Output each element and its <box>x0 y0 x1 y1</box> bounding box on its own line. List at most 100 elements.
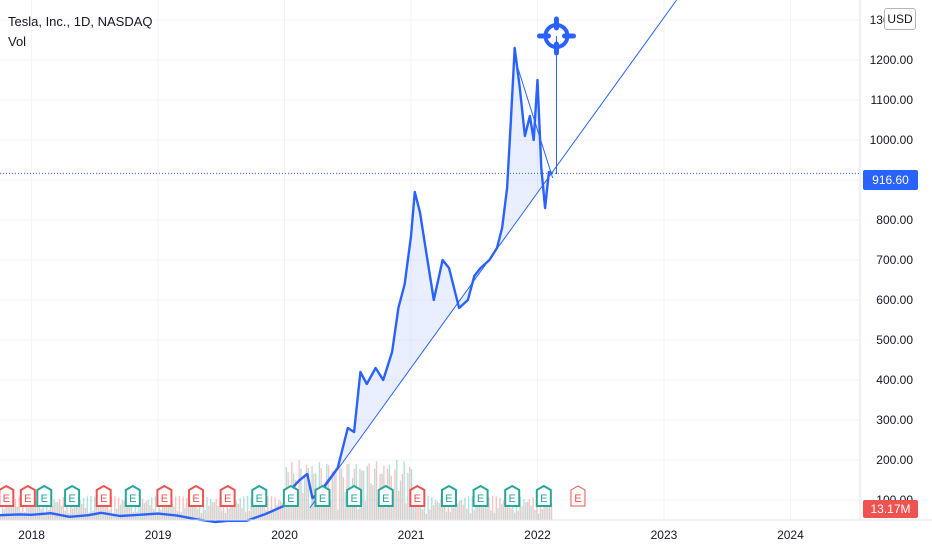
volume-bar <box>38 497 41 520</box>
volume-bar <box>397 490 400 520</box>
volume-bar <box>127 498 129 520</box>
volume-bar <box>99 502 101 520</box>
volume-bar <box>243 496 245 520</box>
volume-bar <box>331 471 334 520</box>
y-tick-label: 1200.00 <box>870 53 914 67</box>
earnings-marker[interactable]: E <box>64 484 81 507</box>
volume-bar <box>272 509 275 520</box>
volume-bar <box>491 496 494 520</box>
earnings-marker[interactable]: E <box>95 484 112 507</box>
volume-bar <box>82 497 85 520</box>
volume-bar <box>423 496 426 520</box>
volume-bar <box>399 480 402 520</box>
volume-bar <box>53 499 55 520</box>
volume-bar <box>403 461 405 520</box>
volume-bar <box>259 499 262 520</box>
y-tick-label: 1000.00 <box>870 133 914 147</box>
volume-bar <box>344 492 346 520</box>
volume-bar <box>169 502 171 520</box>
volume-bar <box>536 496 538 520</box>
volume-bar <box>195 497 197 520</box>
earnings-marker[interactable]: E <box>0 484 15 507</box>
volume-bar <box>158 496 160 520</box>
volume-bar <box>396 459 398 520</box>
volume-bar <box>289 504 291 520</box>
trend-area <box>309 48 553 508</box>
trendline[interactable] <box>514 57 554 179</box>
earnings-marker-label: E <box>129 493 136 505</box>
volume-bar <box>337 509 339 520</box>
earnings-marker[interactable]: E <box>156 484 173 507</box>
volume-bar <box>431 497 433 520</box>
volume-bar <box>162 497 164 520</box>
volume-bar <box>333 470 335 520</box>
earnings-marker[interactable]: E <box>314 484 331 507</box>
earnings-marker[interactable]: E <box>188 484 205 507</box>
earnings-marker[interactable]: E <box>440 484 457 507</box>
volume-bar <box>211 502 214 520</box>
volume-bar <box>377 499 380 520</box>
volume-bar <box>508 497 510 520</box>
trendline[interactable] <box>309 0 678 509</box>
volume-bar <box>340 468 343 520</box>
chart-legend: Tesla, Inc., 1D, NASDAQ Vol <box>8 12 153 52</box>
volume-bar <box>525 502 527 520</box>
volume-bar <box>475 497 477 520</box>
price-line[interactable] <box>0 46 554 524</box>
y-tick-label: 500.00 <box>876 333 913 347</box>
volume-bar <box>493 512 496 520</box>
volume-bar <box>141 498 144 520</box>
earnings-marker[interactable]: E <box>124 484 141 507</box>
volume-bar <box>208 505 210 520</box>
earnings-marker-label: E <box>509 493 516 505</box>
y-tick-label: 400.00 <box>876 373 913 387</box>
x-tick-label: 2020 <box>271 528 298 542</box>
earnings-marker[interactable]: E <box>251 484 268 507</box>
earnings-marker-label: E <box>287 493 294 505</box>
volume-bar <box>241 507 243 520</box>
volume-bar <box>0 514 2 520</box>
volume-bar <box>7 505 9 520</box>
volume-bar <box>550 503 553 520</box>
volume-bar <box>23 512 26 520</box>
volume-bar <box>486 506 488 520</box>
volume-bar <box>143 503 146 520</box>
earnings-marker[interactable]: E <box>36 484 53 507</box>
earnings-marker[interactable]: E <box>219 484 236 507</box>
volume-bar <box>338 464 341 520</box>
volume-bar <box>57 502 59 520</box>
earnings-marker-label: E <box>414 493 421 505</box>
volume-bar <box>193 504 195 520</box>
earnings-marker[interactable]: E <box>570 485 586 507</box>
earnings-marker[interactable]: E <box>409 484 426 507</box>
volume-bar <box>73 497 76 520</box>
volume-bar <box>502 500 505 520</box>
earnings-marker-label: E <box>256 493 263 505</box>
volume-bar <box>276 504 278 520</box>
x-tick-label: 2022 <box>524 528 551 542</box>
earnings-marker-label: E <box>3 493 10 505</box>
volume-bar <box>513 512 516 520</box>
volume-bar <box>407 472 409 520</box>
volume-bar <box>36 504 39 520</box>
earnings-marker[interactable]: E <box>282 484 299 507</box>
volume-bar <box>442 506 444 520</box>
earnings-marker[interactable]: E <box>346 484 363 507</box>
volume-bar <box>130 496 133 520</box>
volume-bar <box>303 476 306 520</box>
currency-button[interactable]: USD <box>884 8 916 30</box>
volume-bar <box>447 496 450 520</box>
earnings-marker-label: E <box>350 493 357 505</box>
earnings-marker[interactable]: E <box>19 484 36 507</box>
earnings-marker[interactable]: E <box>504 484 521 507</box>
volume-bar <box>12 502 15 520</box>
earnings-marker[interactable]: E <box>535 484 552 507</box>
earnings-marker[interactable]: E <box>377 484 394 507</box>
volume-bar <box>484 498 486 520</box>
volume-bar <box>466 508 468 520</box>
earnings-marker[interactable]: E <box>472 484 489 507</box>
earnings-marker-label: E <box>574 493 581 505</box>
volume-bar <box>106 497 109 520</box>
volume-bar <box>233 500 236 520</box>
